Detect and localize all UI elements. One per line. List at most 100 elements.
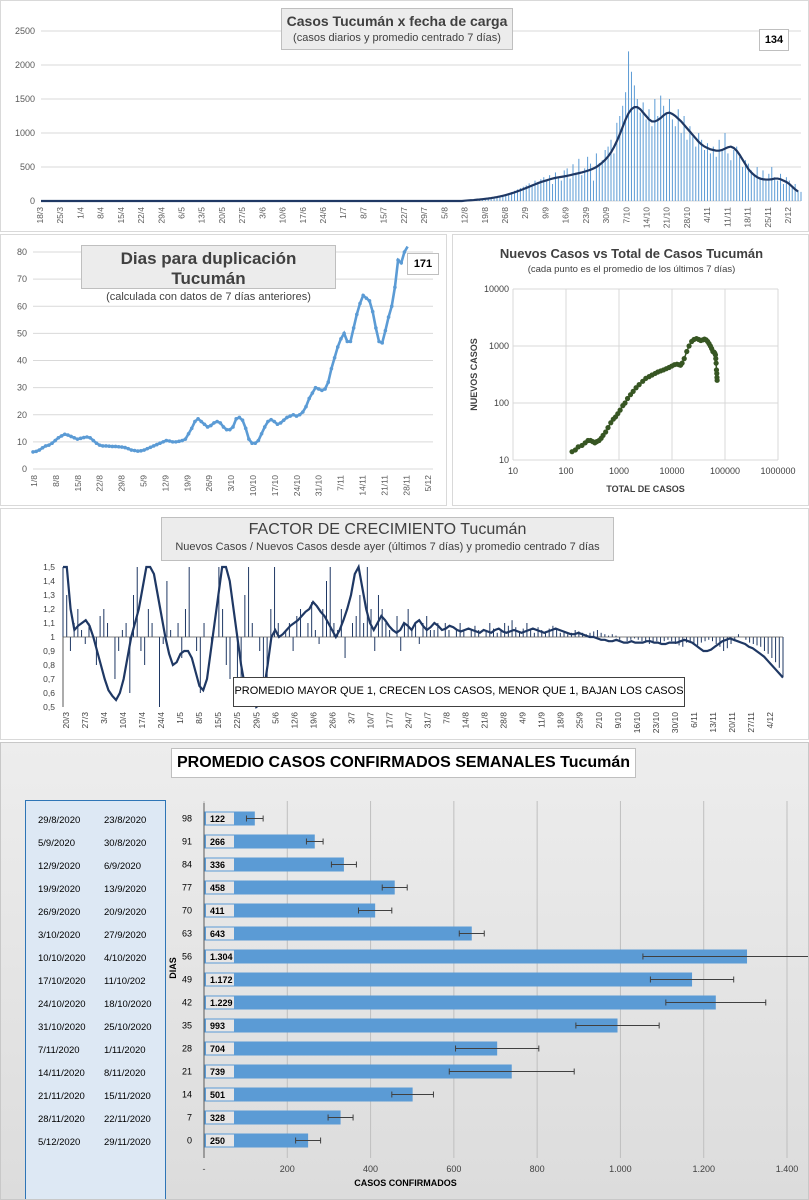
x-tick-label: 29/5: [251, 712, 261, 729]
week-range-row: 7/11/2020 1/11/2020: [26, 1042, 167, 1062]
x-tick-label: 20/5: [217, 207, 227, 224]
doubling-point: [75, 437, 80, 441]
week-range-row: 26/9/2020 20/9/2020: [26, 904, 167, 924]
new-vs-total-plot: 10 100 1000 10000 10 100 1000 10000 100000 100000…: [469, 284, 796, 494]
x-tick-label: 28/8: [499, 712, 509, 729]
doubling-point: [186, 431, 191, 436]
x-tick-label: 25/3: [55, 207, 65, 224]
chart1-subtitle: (casos diarios y promedio centrado 7 día…: [293, 32, 501, 44]
doubling-point: [78, 436, 83, 441]
doubling-point: [243, 426, 248, 431]
x-tick-label: 8/4: [96, 207, 106, 219]
days-label: 21: [182, 1067, 192, 1077]
x-tick-label: 11/9: [537, 712, 547, 728]
x-tick-label: 30/9: [601, 207, 611, 224]
chart2-title-box: Dias para duplicación Tucumán (calculada…: [81, 245, 336, 303]
days-label: 42: [182, 998, 192, 1008]
x-axis-label: CASOS CONFIRMADOS: [354, 1178, 457, 1188]
week-start-date: 18/10/2020: [104, 998, 152, 1010]
week-end-date: 28/11/2020: [38, 1113, 85, 1125]
doubling-point: [355, 312, 359, 317]
doubling-point: [393, 285, 397, 290]
doubling-point: [189, 426, 194, 431]
doubling-point: [262, 425, 267, 429]
x-tick-label: 15/5: [213, 712, 223, 729]
week-range-row: 5/12/2020 29/11/2020: [26, 1134, 167, 1154]
value-label: 458: [210, 883, 225, 893]
x-tick-label: 12/8: [460, 207, 470, 224]
doubling-point: [294, 414, 299, 418]
data-point: [684, 348, 690, 355]
days-label: 14: [182, 1090, 192, 1100]
doubling-point: [383, 328, 388, 333]
doubling-point: [31, 450, 35, 454]
doubling-point: [247, 437, 251, 441]
y-tick-label: 50: [17, 328, 27, 338]
doubling-point: [266, 419, 270, 424]
daily-cases-chart: 0 500 1000 1500 2000 2500 18/3 25/3 1/4 8/4 15/4 22…: [0, 0, 809, 232]
value-label: 266: [210, 837, 225, 847]
x-tick-label: 24/6: [318, 207, 328, 224]
doubling-point: [386, 315, 391, 319]
x-tick-label: 29/8: [117, 475, 127, 492]
doubling-point: [123, 445, 127, 450]
doubling-days-chart: 0 10 20 30 40 50 60 70 80 1/8 8/8 15/8 22/8 29/8 5/9 12…: [0, 234, 447, 506]
doubling-point: [85, 435, 89, 439]
doubling-point: [275, 422, 280, 427]
x-tick-label: 18/3: [35, 207, 45, 224]
y-tick-label: 1000: [489, 341, 509, 351]
doubling-point: [259, 431, 264, 436]
doubling-point: [281, 418, 286, 422]
x-tick-label: 9/9: [540, 207, 550, 219]
days-label: 91: [182, 837, 192, 847]
doubling-point: [224, 427, 229, 432]
weekly-bar: [204, 857, 344, 872]
x-tick-label: 19/8: [480, 207, 490, 224]
trend-line: [571, 337, 718, 453]
x-tick-label: 14/8: [461, 712, 471, 729]
doubling-point: [342, 331, 346, 336]
x-tick-label: 22/8: [95, 475, 105, 492]
doubling-point: [53, 438, 58, 443]
value-label-bg: [206, 950, 234, 963]
doubling-point: [199, 419, 204, 424]
doubling-point: [104, 444, 108, 448]
x-tick-label: 2/12: [783, 207, 793, 224]
x-tick-label: 2/9: [520, 207, 530, 219]
x-tick-label: 10/7: [365, 712, 375, 729]
x-tick-label: 3/10: [226, 475, 236, 492]
week-start-date: 11/10/202: [104, 975, 146, 987]
doubling-point: [323, 387, 327, 391]
doubling-point: [142, 448, 146, 452]
weekly-bar: [204, 995, 716, 1010]
doubling-point: [358, 301, 362, 306]
doubling-point: [304, 404, 308, 409]
x-tick-label: 200: [280, 1164, 295, 1174]
x-tick-label: 4/9: [518, 712, 528, 724]
doubling-point: [151, 444, 156, 448]
daily-cases-plot: 0 500 1000 1500 2000 2500 18/3 25/3 1/4 8/4 15/4 22…: [15, 26, 802, 228]
average-line: [41, 106, 799, 203]
week-range-row: 24/10/2020 18/10/2020: [26, 996, 167, 1016]
week-end-date: 19/9/2020: [38, 883, 81, 895]
data-point: [714, 370, 720, 377]
doubling-point: [297, 412, 302, 417]
x-tick-label: 20/3: [61, 712, 71, 729]
doubling-point: [110, 444, 115, 449]
weekly-bar: [204, 903, 376, 918]
y-tick-label: 0,5: [43, 702, 55, 712]
x-tick-label: 800: [530, 1164, 545, 1174]
y-tick-label: 1000: [15, 128, 35, 138]
doubling-point: [135, 449, 140, 453]
growth-factor-chart: 0,5 0,6 0,7 0,8 0,9 1 1,1 1,2 1,3 1,4 1,5 20/3 27/3 3…: [0, 508, 809, 740]
doubling-point: [81, 435, 86, 440]
doubling-point: [326, 380, 331, 384]
chart4-title: FACTOR DE CRECIMIENTO Tucumán: [248, 521, 527, 538]
week-range-row: 21/11/2020 15/11/2020: [26, 1088, 167, 1108]
week-start-date: 8/11/2020: [104, 1067, 146, 1079]
x-tick-label: 22/5: [232, 712, 242, 729]
x-tick-label: 13/11: [708, 712, 718, 733]
x-tick-label: 13/5: [197, 207, 207, 224]
value-label-bg: [206, 1042, 234, 1055]
days-label: 35: [182, 1021, 192, 1031]
